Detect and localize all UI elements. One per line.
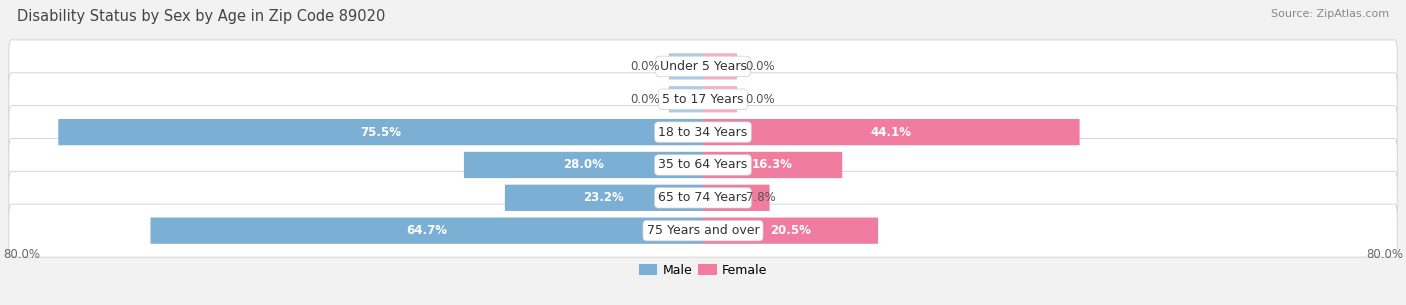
FancyBboxPatch shape bbox=[703, 152, 842, 178]
FancyBboxPatch shape bbox=[8, 40, 1398, 93]
Text: 75 Years and over: 75 Years and over bbox=[647, 224, 759, 237]
Text: 64.7%: 64.7% bbox=[406, 224, 447, 237]
Text: 16.3%: 16.3% bbox=[752, 159, 793, 171]
FancyBboxPatch shape bbox=[703, 185, 769, 211]
Text: 0.0%: 0.0% bbox=[631, 93, 661, 106]
FancyBboxPatch shape bbox=[464, 152, 703, 178]
Text: 80.0%: 80.0% bbox=[3, 248, 39, 261]
Text: 75.5%: 75.5% bbox=[360, 126, 401, 138]
Text: 0.0%: 0.0% bbox=[745, 60, 775, 73]
FancyBboxPatch shape bbox=[703, 119, 1080, 145]
FancyBboxPatch shape bbox=[58, 119, 703, 145]
FancyBboxPatch shape bbox=[8, 106, 1398, 159]
FancyBboxPatch shape bbox=[703, 217, 879, 244]
Text: Disability Status by Sex by Age in Zip Code 89020: Disability Status by Sex by Age in Zip C… bbox=[17, 9, 385, 24]
FancyBboxPatch shape bbox=[8, 73, 1398, 126]
FancyBboxPatch shape bbox=[8, 171, 1398, 224]
FancyBboxPatch shape bbox=[669, 53, 703, 80]
Text: 7.8%: 7.8% bbox=[745, 191, 776, 204]
Text: 0.0%: 0.0% bbox=[631, 60, 661, 73]
Text: 28.0%: 28.0% bbox=[562, 159, 605, 171]
Text: 80.0%: 80.0% bbox=[1367, 248, 1403, 261]
Legend: Male, Female: Male, Female bbox=[634, 259, 772, 282]
Text: 35 to 64 Years: 35 to 64 Years bbox=[658, 159, 748, 171]
Text: 23.2%: 23.2% bbox=[583, 191, 624, 204]
Text: 20.5%: 20.5% bbox=[770, 224, 811, 237]
FancyBboxPatch shape bbox=[703, 86, 737, 113]
FancyBboxPatch shape bbox=[150, 217, 703, 244]
FancyBboxPatch shape bbox=[505, 185, 703, 211]
Text: 44.1%: 44.1% bbox=[870, 126, 912, 138]
Text: 5 to 17 Years: 5 to 17 Years bbox=[662, 93, 744, 106]
FancyBboxPatch shape bbox=[8, 204, 1398, 257]
FancyBboxPatch shape bbox=[703, 53, 737, 80]
Text: Under 5 Years: Under 5 Years bbox=[659, 60, 747, 73]
FancyBboxPatch shape bbox=[669, 86, 703, 113]
FancyBboxPatch shape bbox=[8, 138, 1398, 192]
Text: Source: ZipAtlas.com: Source: ZipAtlas.com bbox=[1271, 9, 1389, 19]
Text: 18 to 34 Years: 18 to 34 Years bbox=[658, 126, 748, 138]
Text: 0.0%: 0.0% bbox=[745, 93, 775, 106]
Text: 65 to 74 Years: 65 to 74 Years bbox=[658, 191, 748, 204]
